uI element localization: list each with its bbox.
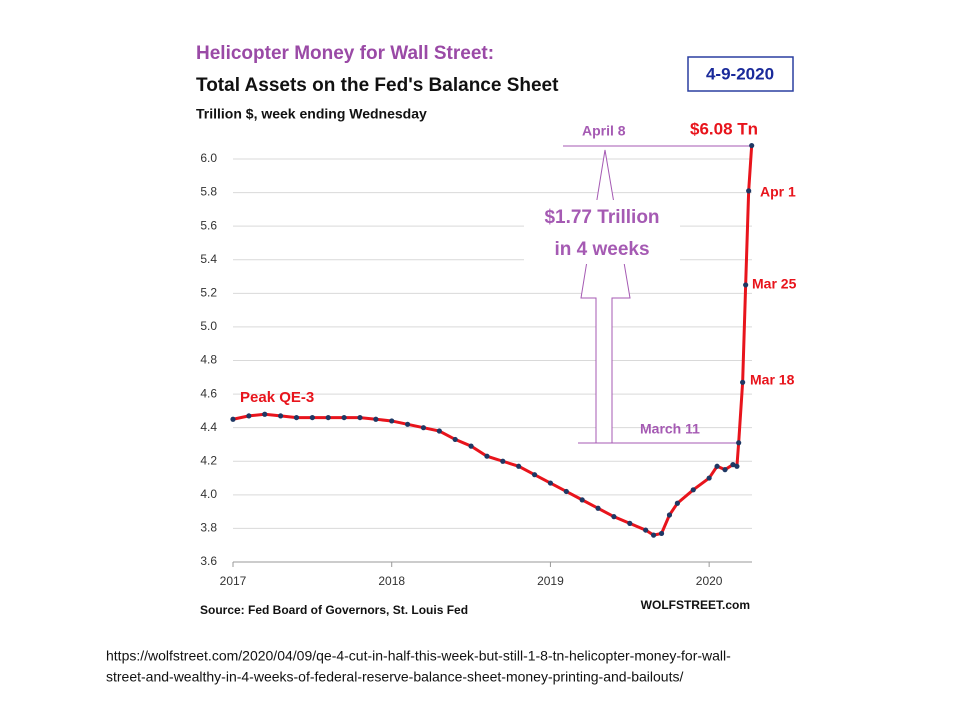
data-point: [230, 416, 236, 422]
x-tick-label: 2018: [378, 574, 405, 588]
data-point: [722, 467, 728, 473]
data-point: [357, 414, 363, 421]
annotation: in 4 weeks: [554, 239, 649, 260]
data-point: [293, 414, 300, 421]
chart-subtitle: Total Assets on the Fed's Balance Sheet: [196, 75, 559, 96]
y-tick-label: 4.4: [200, 420, 217, 434]
data-point: [749, 142, 755, 149]
data-point: [579, 497, 585, 503]
data-point: [743, 282, 749, 288]
label-bg: [524, 200, 680, 264]
data-point: [389, 418, 395, 424]
data-point: [627, 520, 633, 526]
data-point: [516, 463, 522, 469]
data-point: [531, 472, 538, 478]
data-point: [468, 443, 474, 449]
y-tick-label: 5.6: [200, 218, 217, 232]
data-point: [452, 436, 458, 443]
brand: WOLFSTREET.com: [641, 598, 750, 612]
data-point: [643, 527, 649, 533]
url-line: street-and-wealthy-in-4-weeks-of-federal…: [106, 669, 683, 685]
chart-title: Helicopter Money for Wall Street:: [196, 43, 494, 64]
y-tick-label: 5.8: [200, 185, 217, 199]
data-point: [746, 188, 752, 194]
annotation: Apr 1: [760, 184, 796, 200]
annotation: March 11: [640, 421, 700, 437]
data-point: [484, 453, 490, 459]
data-point: [278, 413, 284, 419]
x-tick-label: 2019: [537, 574, 564, 588]
y-tick-label: 4.0: [200, 487, 217, 501]
data-point: [246, 413, 252, 419]
x-tick-label: 2020: [696, 574, 723, 588]
arrow: [580, 149, 631, 444]
y-tick-label: 3.6: [200, 554, 217, 568]
data-point: [734, 463, 740, 469]
data-point: [650, 532, 657, 538]
source: Source: Fed Board of Governors, St. Loui…: [200, 603, 468, 617]
y-axis-label: Trillion $, week ending Wednesday: [196, 106, 427, 122]
data-point: [730, 462, 736, 468]
date-badge: 4-9-2020: [706, 64, 774, 83]
data-point: [706, 475, 712, 481]
annotation: Peak QE-3: [240, 389, 314, 406]
data-point: [690, 487, 696, 493]
y-tick-label: 5.4: [200, 252, 217, 266]
data-point: [658, 530, 665, 537]
y-tick-label: 4.8: [200, 353, 217, 367]
data-point: [736, 440, 742, 446]
annotation: $1.77 Trillion: [544, 207, 659, 228]
y-tick-label: 6.0: [200, 151, 217, 165]
data-point: [611, 514, 617, 520]
y-tick-label: 4.2: [200, 453, 217, 467]
url-line: https://wolfstreet.com/2020/04/09/qe-4-c…: [106, 648, 731, 664]
annotation: Mar 25: [752, 276, 797, 292]
data-point: [436, 428, 442, 434]
data-point: [595, 505, 601, 511]
y-tick-label: 4.6: [200, 386, 217, 400]
data-point: [714, 463, 720, 469]
y-tick-label: 5.2: [200, 285, 217, 299]
data-point: [309, 414, 315, 421]
data-point: [666, 512, 673, 518]
data-point: [740, 379, 746, 385]
data-point: [563, 488, 569, 495]
data-point: [373, 416, 379, 422]
data-point: [674, 500, 681, 506]
x-tick-label: 2017: [220, 574, 247, 588]
annotation: $6.08 Tn: [690, 119, 758, 138]
data-point: [325, 414, 331, 421]
data-point: [500, 458, 506, 464]
annotation: April 8: [582, 123, 626, 139]
y-tick-label: 5.0: [200, 319, 217, 333]
annotation: Mar 18: [750, 372, 795, 388]
date-badge-box: [687, 56, 794, 92]
data-point: [420, 425, 427, 431]
y-tick-label: 3.8: [200, 521, 217, 535]
data-point: [341, 414, 347, 421]
data-point: [547, 480, 554, 486]
data-point: [262, 411, 268, 417]
data-point: [404, 421, 411, 427]
